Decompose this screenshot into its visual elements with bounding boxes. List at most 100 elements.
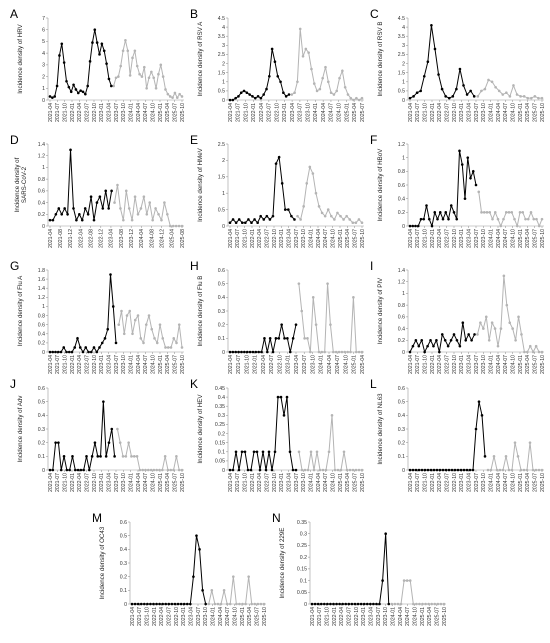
y-tick-label: 1 xyxy=(402,155,405,161)
observed-series-point xyxy=(179,602,183,606)
y-tick-label: 1 xyxy=(42,86,45,92)
x-tick-label: 2024-01 xyxy=(488,473,494,492)
x-tick-label: 2025-10 xyxy=(540,229,546,248)
y-tick-label: 0.5 xyxy=(218,281,225,287)
predicted-series-point xyxy=(318,468,322,472)
observed-series-point xyxy=(288,450,292,454)
predicted-series-point xyxy=(523,350,526,354)
predicted-series-point xyxy=(228,602,232,606)
predicted-series-point xyxy=(396,602,400,606)
observed-series-point xyxy=(89,195,93,199)
x-tick-label: 2025-10 xyxy=(540,103,546,122)
y-tick-label: 3.5 xyxy=(218,34,225,40)
observed-series-point xyxy=(455,338,459,342)
x-tick-label: 2025-04 xyxy=(352,103,358,122)
y-tick-label: 0.3 xyxy=(398,427,405,433)
predicted-series-point xyxy=(122,218,125,222)
observed-series-point xyxy=(231,218,235,221)
y-tick-label: 4.5 xyxy=(218,16,225,22)
observed-series-point xyxy=(387,602,391,606)
y-axis-label: Incidence density of HBoV xyxy=(377,148,384,221)
predicted-series-point xyxy=(121,455,125,458)
x-tick-label: 2024-10 xyxy=(510,229,516,248)
predicted-series-point xyxy=(296,214,299,218)
observed-series-point xyxy=(231,98,235,102)
observed-series-point xyxy=(378,602,381,606)
observed-series-point xyxy=(54,441,57,444)
x-tick-label: 2025-04 xyxy=(165,473,171,492)
observed-series-point xyxy=(105,62,108,65)
x-tick-label: 2025-07 xyxy=(352,229,358,248)
x-tick-label: 2023-07 xyxy=(196,607,202,626)
predicted-series-point xyxy=(533,95,537,98)
observed-series-point xyxy=(455,87,458,91)
x-tick-label: 2023-04 xyxy=(286,229,292,248)
observed-series-line xyxy=(409,25,475,99)
observed-series-point xyxy=(262,93,266,96)
predicted-series-point xyxy=(136,314,140,317)
predicted-series-point xyxy=(482,211,486,214)
predicted-series-point xyxy=(405,579,409,582)
x-tick-label: 2025-07 xyxy=(360,103,366,122)
x-tick-label: 2023-12 xyxy=(129,229,135,248)
observed-series-point xyxy=(104,455,108,458)
predicted-series-point xyxy=(491,217,494,221)
predicted-series-line xyxy=(113,40,183,99)
predicted-series-point xyxy=(480,211,483,214)
x-tick-label: 2022-07 xyxy=(264,473,270,492)
observed-series-point xyxy=(458,149,461,153)
predicted-series-point xyxy=(507,211,511,214)
observed-series-point xyxy=(110,427,114,431)
predicted-series-point xyxy=(510,468,514,472)
predicted-series-point xyxy=(140,75,144,78)
predicted-series-point xyxy=(497,89,501,93)
predicted-series-point xyxy=(119,207,122,210)
predicted-series-point xyxy=(534,468,538,472)
predicted-series-point xyxy=(130,218,134,222)
predicted-series-point xyxy=(180,224,184,228)
predicted-series-line xyxy=(488,442,542,471)
y-axis-label: Incidence density of OC43 xyxy=(99,526,106,599)
observed-series-point xyxy=(259,214,262,218)
observed-series-point xyxy=(425,204,428,207)
panel-m: M 0 0.1 0.2 0.3 0.4 0.5 0.6 Incidence density of… xyxy=(92,511,268,626)
predicted-series-point xyxy=(324,468,328,472)
observed-series-point xyxy=(359,602,363,606)
predicted-series-point xyxy=(311,172,315,175)
predicted-series-point xyxy=(330,414,334,417)
observed-series-point xyxy=(286,337,289,340)
x-tick-label: 2023-10 xyxy=(203,607,209,626)
x-tick-label: 2025-10 xyxy=(180,355,186,374)
predicted-series-point xyxy=(337,350,341,354)
predicted-series-point xyxy=(122,332,126,336)
panel-l: L 0 0.1 0.2 0.3 0.4 0.5 0.6 Incidence density of… xyxy=(370,377,546,492)
predicted-series-point xyxy=(531,468,535,472)
predicted-series-point xyxy=(118,441,122,444)
observed-series-point xyxy=(408,96,412,100)
observed-series-point xyxy=(253,96,257,100)
predicted-series-point xyxy=(332,93,336,96)
x-tick-label: 2022-04 xyxy=(159,607,165,626)
predicted-series-point xyxy=(526,217,530,221)
x-tick-label: 2021-10 xyxy=(324,607,330,626)
y-axis-label: Incidence density of HRV xyxy=(17,23,24,93)
x-tick-label: 2023-07 xyxy=(474,355,480,374)
observed-series-point xyxy=(415,91,419,95)
observed-series-point xyxy=(237,218,241,221)
x-tick-label: 2025-01 xyxy=(518,229,524,248)
predicted-series-point xyxy=(132,455,136,458)
observed-series-point xyxy=(87,350,90,354)
panel-h: H 0 0.1 0.2 0.3 0.4 0.5 0.6 Incidence density of… xyxy=(190,259,366,374)
y-tick-label: 0.2 xyxy=(218,431,225,437)
observed-series-point xyxy=(198,548,201,551)
x-tick-label: 2021-04 xyxy=(228,473,234,492)
observed-series-point xyxy=(310,602,314,606)
observed-series-point xyxy=(260,350,263,354)
x-tick-label: 2025-10 xyxy=(540,473,546,492)
observed-series-point xyxy=(146,602,149,606)
y-tick-label: 0.2 xyxy=(120,574,127,580)
predicted-series-point xyxy=(357,350,361,354)
observed-series-point xyxy=(414,224,417,228)
observed-series-point xyxy=(246,468,250,472)
x-tick-label: 2023-07 xyxy=(298,103,304,122)
